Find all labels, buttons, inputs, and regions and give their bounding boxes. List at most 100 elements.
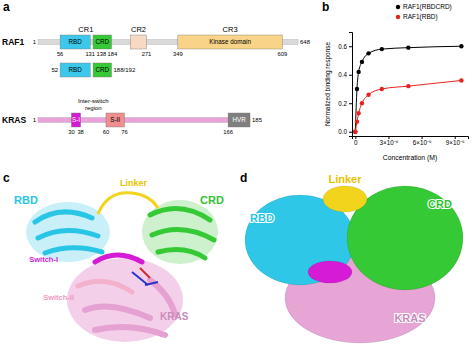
structure-label: CRD [200,194,224,206]
legend-marker [396,15,400,19]
switch-ii [78,281,132,292]
protein-name: KRAS [2,115,26,125]
legend-label: RAF1(RBDCRD) [403,3,452,11]
residue-number: 349 [173,51,183,57]
y-axis: 0.00.20.40.6 [338,33,352,137]
structure-label: RBD [250,212,274,224]
plot-data [353,44,463,134]
construct-start: 52 [51,67,58,73]
panel-c: RBDLinkerCRDSwitch-ISwitch-IIKRAS [14,178,224,342]
series-line [355,80,461,131]
data-point [355,120,359,124]
domain [93,35,111,49]
x-tick: 3×10⁻⁶ [380,136,399,146]
rbd-strand [45,248,102,253]
residue-number: 131 [85,51,95,57]
residue-number: 76 [121,129,127,135]
kras-helix [95,327,165,335]
data-point [406,45,410,49]
structure-label: KRAS [160,311,189,322]
kras-helix [150,280,175,315]
domain-name: S-I [72,116,80,123]
data-point [380,87,384,91]
y-tick: 0.6 [338,43,352,50]
region-label: CR1 [78,25,93,34]
residue-number: 184 [108,51,118,57]
structure-label: KRAS [394,312,425,324]
legend-label: RAF1(RBD) [403,13,438,21]
data-point [459,44,463,48]
residue-number: 1 [33,117,37,123]
rbd-strand [35,212,92,222]
panel-label: c [3,171,10,185]
switch-surface [308,261,352,283]
ligand [145,282,158,285]
linker [98,193,158,214]
figure: aRAF11648RBDCRDKinase domain561311381842… [0,0,474,351]
data-point [366,92,370,96]
structure-label: Switch-I [29,255,58,264]
y-tick: 0.2 [338,100,352,107]
rbd-strand [38,230,98,238]
data-point [366,51,370,55]
linker-surface [323,186,367,212]
kras-body [67,258,183,342]
annotation: Inter-switch [78,98,109,104]
domain [228,113,250,127]
x-tick: 0 [354,136,358,146]
data-point [459,78,463,82]
panel-b: 03×10⁻⁶6×10⁻⁶9×10⁻⁶0.00.20.40.6Concentra… [324,3,469,162]
y-tick-mark [349,75,352,76]
data-point [380,47,384,51]
panel-a: RAF11648RBDCRDKinase domain5613113818427… [2,25,311,135]
backbone [38,118,250,123]
data-point [406,84,410,88]
y-tick-mark [349,103,352,104]
crd-body [142,200,218,264]
panel-label: b [322,0,329,14]
domain-name: CRD [95,38,109,45]
y-axis-line [349,33,353,137]
residue-number: 609 [277,51,287,57]
region-label: CR3 [223,25,238,34]
x-tick-label: 0 [354,139,358,146]
y-tick: 0.0 [338,128,352,135]
switch-i [95,255,142,262]
y-axis-title: Normalized binding response [324,42,332,127]
data-point [356,70,360,74]
x-tick-label: 9×10⁻⁶ [446,139,465,146]
protein-name: RAF1 [2,37,24,47]
domain [106,113,124,127]
structure-label: Linker [328,173,362,185]
data-point [356,111,360,115]
annotation: region [85,105,102,111]
panel-label: d [240,171,247,185]
residue-number: 166 [223,129,233,135]
residue-number: 185 [252,117,263,123]
domain-name: S-II [110,116,120,123]
residue-number: 271 [142,51,152,57]
construct-end: 188/192 [114,67,136,73]
structure-label: CRD [428,198,452,210]
domain-name: RBD [69,38,83,45]
panel-label: a [3,0,10,14]
x-axis: 0 3×10⁻⁶ 6×10⁻⁶ 9×10⁻⁶ [353,136,469,146]
data-point [353,130,357,134]
region-label: CR2 [131,25,146,34]
series-line [355,46,461,131]
domain [71,113,80,127]
data-point [360,101,364,105]
figure-svg: aRAF11648RBDCRDKinase domain561311381842… [0,0,474,351]
y-tick-label: 0.2 [338,100,347,107]
domain [178,35,282,49]
domain-name: Kinase domain [209,38,251,45]
residue-number: 38 [77,129,83,135]
legend: RAF1(RBDCRD) RAF1(RBD) [396,3,452,21]
panel-d: RBD Linker CRD KRAS [245,173,463,343]
residue-number: 1 [33,39,37,45]
rbd-body [26,202,110,262]
x-tick: 6×10⁻⁶ [413,136,432,146]
ligand [140,268,150,278]
x-tick-label: 6×10⁻⁶ [413,139,432,146]
y-tick-mark [349,46,352,47]
